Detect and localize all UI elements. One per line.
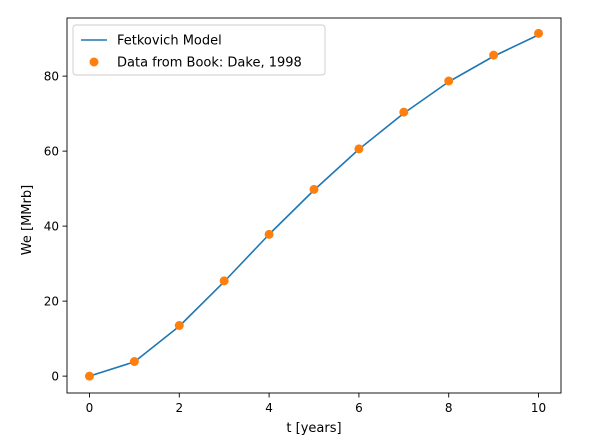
data-point-1-5 — [309, 184, 319, 194]
plot-area — [84, 28, 544, 381]
y-tick-label-80: 80 — [44, 70, 59, 84]
data-point-1-7 — [399, 107, 409, 117]
data-point-1-2 — [174, 321, 184, 330]
data-point-1-1 — [129, 357, 139, 366]
y-tick-label-20: 20 — [44, 295, 59, 309]
plot-frame — [66, 17, 562, 394]
data-point-1-9 — [489, 50, 499, 60]
legend-label-1: Data from Book: Dake, 1998 — [117, 56, 302, 71]
y-tick-label-60: 60 — [44, 145, 59, 159]
x-tick-label-10: 10 — [531, 401, 546, 415]
x-axis-label: t [years] — [286, 421, 341, 436]
data-point-1-4 — [264, 229, 274, 239]
x-tick-label-2: 2 — [175, 401, 183, 415]
data-point-1-3 — [219, 276, 229, 286]
data-point-1-8 — [444, 76, 454, 86]
x-tick-label-0: 0 — [86, 401, 94, 415]
y-tick-label-0: 0 — [51, 370, 59, 384]
data-point-1-10 — [534, 28, 544, 38]
legend-swatch-1 — [89, 57, 99, 67]
x-tick-label-4: 4 — [265, 401, 273, 415]
data-point-1-6 — [354, 144, 364, 154]
legend-label-0: Fetkovich Model — [117, 34, 222, 49]
y-tick-label-40: 40 — [44, 220, 59, 234]
y-axis-label: We [MMrb] — [20, 185, 35, 255]
legend: Fetkovich Model Data from Book: Dake, 199… — [72, 24, 326, 76]
x-tick-label-6: 6 — [355, 401, 363, 415]
data-point-1-0 — [84, 371, 94, 381]
axes: 0 2 4 6 8 10 0 20 40 60 80 — [44, 17, 562, 415]
x-tick-label-8: 8 — [445, 401, 453, 415]
legend-box — [72, 24, 326, 76]
